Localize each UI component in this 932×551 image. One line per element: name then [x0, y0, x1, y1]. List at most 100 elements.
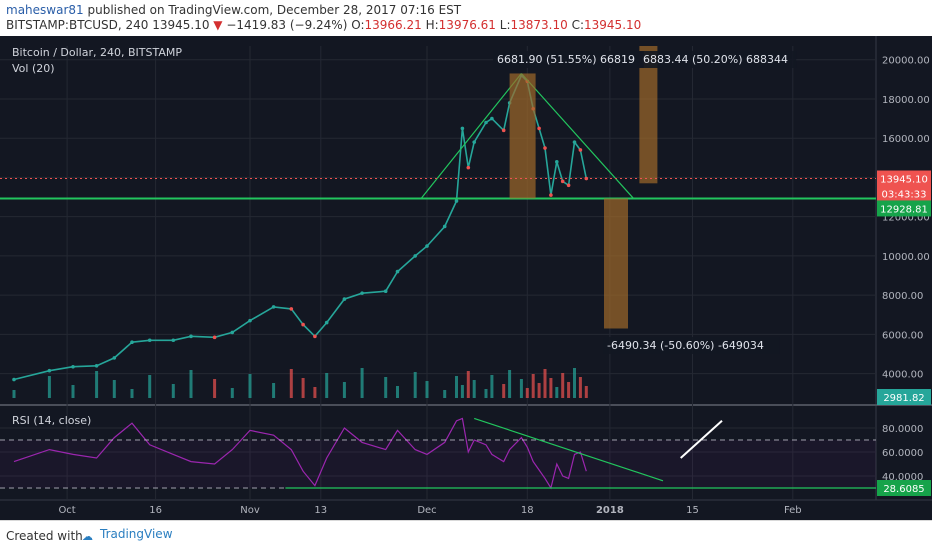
volume-bar	[171, 384, 175, 398]
rsi-series	[0, 417, 876, 490]
price-point	[71, 364, 75, 369]
measure-box-up[interactable]	[639, 46, 658, 184]
last-price-tag-bg	[877, 170, 931, 187]
low-label: L:	[499, 18, 511, 32]
price-point	[360, 291, 364, 295]
author-link[interactable]: maheswar81	[6, 3, 84, 17]
tradingview-logo-icon: ☁	[82, 530, 93, 543]
volume-bar	[455, 376, 458, 398]
price-point	[560, 179, 565, 184]
volume-bar	[384, 377, 388, 398]
last-price-tag: 13945.10	[880, 175, 928, 186]
volume-bar	[466, 371, 470, 398]
change-value: −1419.83 (−9.24%)	[226, 18, 348, 32]
volume-bar	[543, 369, 547, 398]
time-tick-label: 13	[314, 505, 327, 516]
volume-bar	[549, 378, 553, 398]
time-tick-label: Dec	[417, 505, 436, 516]
btc-price-line	[13, 73, 588, 381]
arrow-up-icon	[680, 420, 723, 459]
volume-bar	[561, 373, 565, 398]
volume-bar	[425, 381, 429, 398]
published-text: published on TradingView.com, December 2…	[87, 3, 462, 17]
volume-bar	[508, 370, 512, 398]
volume-bar	[584, 386, 588, 398]
volume-bar	[460, 385, 464, 398]
time-tick-label: 16	[149, 505, 162, 516]
rsi-indicator-label: RSI (14, close)	[12, 414, 91, 427]
rsi-band	[0, 440, 876, 488]
drawings-layer: 6681.90 (51.55%) 66819 6883.44 (50.20%) 6…	[0, 46, 876, 489]
price-point	[572, 140, 577, 144]
tradingview-brand-link[interactable]: TradingView	[100, 527, 173, 541]
low-value: 13873.10	[510, 18, 568, 32]
volume-bar	[189, 370, 193, 398]
price-tick-label: 10000.00	[882, 252, 930, 263]
axis-layer: 4000.006000.008000.0010000.0012000.00140…	[58, 56, 931, 516]
price-point	[94, 363, 99, 368]
price-point	[578, 148, 583, 152]
price-axis	[876, 36, 932, 520]
volume-bar	[525, 388, 529, 398]
price-point	[442, 224, 447, 229]
price-point	[395, 269, 400, 274]
rsi-line	[13, 417, 587, 490]
right-trendline[interactable]	[520, 73, 634, 199]
volume-bar	[396, 386, 399, 398]
high-value: 13976.61	[438, 18, 496, 32]
measure-box-down[interactable]	[604, 198, 628, 329]
time-tick-label: 18	[521, 505, 534, 516]
grid-layer	[0, 46, 876, 500]
volume-bar	[413, 372, 417, 398]
volume-bar	[519, 379, 523, 398]
rsi-tick-label: 60.0000	[882, 448, 923, 459]
price-point	[472, 140, 477, 144]
price-tick-label: 12000.00	[882, 213, 930, 224]
price-point	[301, 322, 305, 327]
volume-bars	[12, 368, 588, 398]
volume-bar	[130, 389, 134, 398]
volume-bar	[573, 368, 576, 398]
price-point	[271, 305, 276, 309]
price-point	[537, 126, 541, 131]
high-label: H:	[425, 18, 439, 32]
measure-box-top[interactable]	[509, 73, 536, 199]
rsi-current-tag-bg	[877, 480, 931, 496]
price-chart[interactable]: 6681.90 (51.55%) 66819 6883.44 (50.20%) 6…	[0, 36, 932, 520]
price-point	[466, 165, 471, 170]
volume-bar	[472, 380, 476, 398]
price-point	[413, 254, 418, 258]
footer-bar: Created with ☁ TradingView	[0, 520, 932, 551]
price-point	[454, 199, 459, 203]
price-tick-label: 18000.00	[882, 95, 930, 106]
neckline-tag-bg	[877, 200, 931, 217]
time-tick-label: Feb	[784, 505, 802, 516]
time-tick-label: Nov	[240, 505, 260, 516]
neckline-tag: 12928.81	[880, 204, 928, 215]
price-point	[313, 334, 317, 339]
volume-bar	[578, 377, 582, 398]
price-tick-label: 4000.00	[882, 370, 923, 381]
ohlc-line: BITSTAMP:BTCUSD, 240 13945.10 ▼ −1419.83…	[6, 18, 641, 32]
measure-label-up-bg	[639, 51, 797, 68]
price-point	[248, 318, 252, 323]
price-point	[112, 356, 117, 360]
time-tick-label: Oct	[58, 505, 75, 516]
time-tick-label: 15	[686, 505, 699, 516]
volume-bar	[47, 376, 51, 398]
volume-bar	[289, 369, 293, 398]
publish-line: maheswar81 published on TradingView.com,…	[6, 3, 461, 17]
chart-header: maheswar81 published on TradingView.com,…	[0, 0, 932, 36]
rsi-trendline[interactable]	[474, 417, 664, 482]
price-point	[147, 338, 152, 343]
volume-bar	[443, 390, 447, 398]
price-point	[12, 377, 16, 382]
volume-bar	[531, 374, 535, 398]
left-trendline[interactable]	[420, 73, 522, 199]
price-point	[171, 338, 176, 343]
price-point	[342, 297, 347, 301]
chart-title: Bitcoin / Dollar, 240, BITSTAMP	[12, 46, 182, 59]
price-point	[324, 320, 329, 325]
close-label: C:	[571, 18, 585, 32]
volume-bar	[301, 378, 305, 398]
